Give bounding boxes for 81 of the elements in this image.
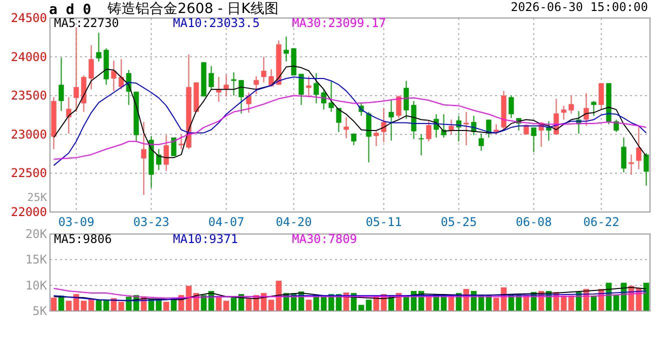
candlestick — [456, 115, 462, 142]
candlestick — [388, 98, 394, 142]
candlestick — [426, 120, 432, 142]
candlestick — [591, 100, 596, 116]
y-tick-label: 23000 — [10, 127, 47, 142]
candlestick — [118, 58, 124, 90]
x-tick-label: 06-08 — [516, 215, 552, 229]
x-tick-label: 04-20 — [276, 215, 312, 229]
x-tick-label: 03-09 — [58, 215, 94, 229]
candlestick — [418, 134, 424, 156]
candlestick — [238, 80, 244, 114]
y-tick-label: 22000 — [10, 205, 47, 219]
x-tick-label: 04-07 — [208, 215, 244, 229]
candlestick — [598, 82, 604, 110]
y-tick-label: 10K — [25, 278, 48, 292]
x-tick-label: 03-23 — [133, 215, 170, 229]
x-tick-label: 06-22 — [583, 215, 620, 229]
candlestick — [164, 134, 169, 172]
candlestick — [614, 119, 619, 133]
y-tick-label: 20K — [25, 227, 48, 241]
y-tick-label: 22500 — [10, 166, 47, 180]
y-tick-label: 15K — [25, 252, 48, 267]
candlestick — [546, 120, 552, 142]
candlestick — [224, 74, 229, 97]
candlestick — [396, 95, 402, 119]
text: 2026-06-30 15:00:00 — [510, 0, 648, 14]
candlestick — [464, 111, 469, 146]
text: MA10:9371 — [173, 232, 238, 246]
y-tick-label: 5K — [32, 304, 48, 318]
candlestick — [561, 105, 566, 120]
candlestick — [636, 126, 642, 170]
candlestick — [524, 124, 529, 135]
candlestick — [621, 137, 626, 173]
candlestick — [508, 95, 514, 119]
candlestick — [254, 76, 259, 95]
text: 25K — [27, 191, 48, 204]
candlestick — [374, 130, 379, 147]
candlestick — [531, 126, 536, 153]
candlestick — [381, 108, 386, 143]
candlestick — [66, 96, 72, 134]
candlestick — [246, 92, 252, 114]
candlestick — [336, 108, 342, 133]
candlestick — [284, 36, 289, 62]
candlestick — [366, 111, 372, 163]
chart-title: 铸造铝合金2608 - 日K线图 — [106, 1, 278, 17]
candlestick — [314, 72, 319, 104]
annotation: a d 0 — [49, 2, 92, 18]
candlestick — [568, 95, 574, 114]
candlestick — [628, 154, 634, 176]
candlestick — [298, 73, 304, 106]
candlestick — [156, 148, 162, 171]
candlestick — [88, 44, 94, 90]
candlestick — [321, 88, 326, 110]
candlestick — [448, 119, 454, 135]
y-tick-label: 23500 — [10, 88, 47, 103]
candlestick — [231, 72, 236, 96]
y-tick-label: 24000 — [10, 50, 47, 64]
text: MA5:22730 — [54, 16, 120, 30]
candlestick — [494, 124, 499, 135]
candlestick — [141, 121, 146, 196]
candlestick — [306, 76, 312, 98]
candlestick — [58, 57, 64, 112]
candlestick — [261, 56, 266, 83]
x-tick-label: 05-11 — [366, 215, 402, 229]
candlestick — [351, 133, 356, 146]
candlestick — [478, 133, 484, 152]
candlestick — [404, 80, 409, 120]
text: MA10:23033.5 — [173, 16, 260, 30]
candlestick — [344, 116, 349, 139]
candlestick — [178, 134, 184, 150]
text: MA5:9806 — [54, 232, 112, 246]
candlestick — [644, 152, 649, 186]
x-tick-label: 05-25 — [440, 215, 477, 229]
y-tick-label: 24500 — [10, 11, 47, 25]
text: MA30:23099.17 — [292, 16, 386, 30]
candlestick — [208, 66, 214, 90]
candlestick — [96, 32, 102, 62]
text: MA30:7809 — [292, 232, 358, 246]
candlestick — [328, 80, 334, 112]
candlestick — [111, 60, 116, 92]
candlestick — [584, 92, 589, 126]
